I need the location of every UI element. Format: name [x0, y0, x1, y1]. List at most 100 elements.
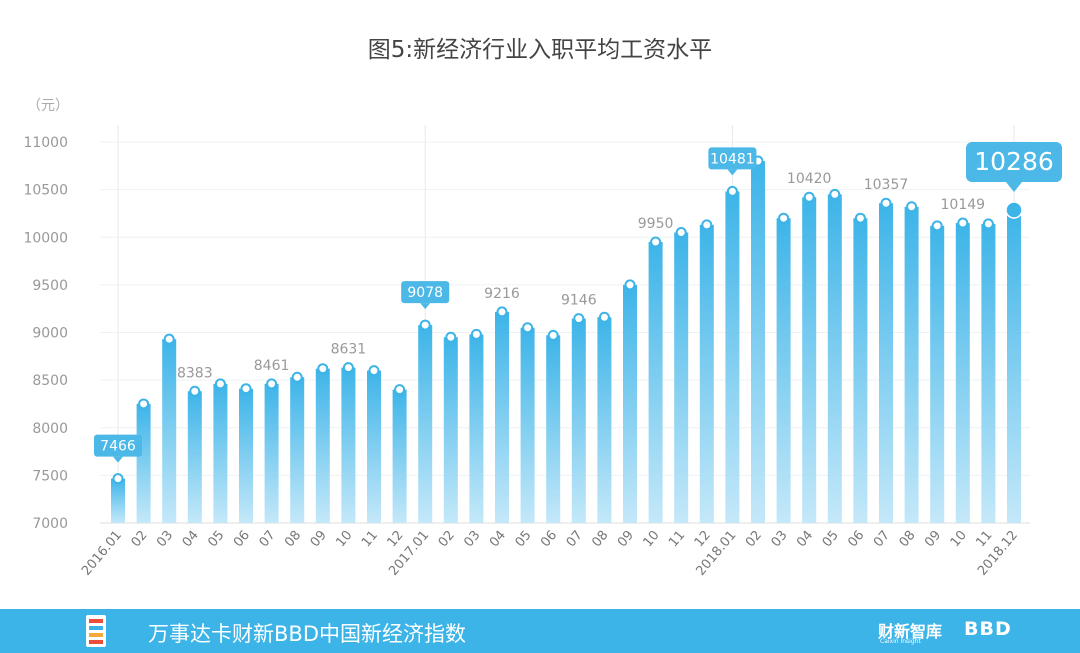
- bar-chart: （元）7000750080008500900095001000010500110…: [23, 98, 1062, 579]
- bar: [264, 383, 279, 523]
- data-label: 9146: [561, 293, 597, 309]
- x-tick-label: 03: [461, 528, 483, 550]
- bar-marker: [650, 236, 662, 248]
- bar: [111, 478, 125, 523]
- bar: [367, 370, 381, 523]
- data-label: 10420: [787, 171, 832, 187]
- bar: [546, 335, 561, 523]
- bar-marker: [317, 363, 329, 375]
- x-tick-label: 09: [615, 528, 637, 550]
- caixin-insight-logo: 财新智库: [878, 622, 943, 641]
- y-tick-label: 10500: [23, 183, 68, 199]
- bar: [213, 383, 228, 523]
- callout-pointer: [1006, 182, 1022, 193]
- x-tick-label: 10: [641, 528, 663, 550]
- bar-marker: [368, 365, 380, 377]
- y-tick-label: 7000: [32, 516, 68, 532]
- bar: [674, 232, 689, 524]
- bar: [443, 337, 458, 523]
- bar: [648, 242, 663, 523]
- bar-marker: [573, 313, 585, 325]
- bar-marker: [445, 331, 457, 343]
- bar-marker: [112, 473, 124, 485]
- bar-marker: [138, 398, 150, 410]
- bar: [904, 206, 919, 523]
- x-tick-label: 04: [487, 528, 509, 550]
- chart-title: 图5:新经济行业入职平均工资水平: [367, 37, 713, 63]
- bar-marker: [803, 191, 815, 203]
- data-label: 9950: [638, 216, 674, 232]
- data-label-callout: 7466: [94, 434, 142, 463]
- bar: [571, 318, 586, 523]
- data-label: 10357: [864, 177, 909, 193]
- y-tick-label: 7500: [32, 468, 68, 484]
- bar: [853, 218, 868, 523]
- x-tick-label: 11: [359, 528, 381, 550]
- callout-box: [401, 281, 450, 304]
- bar-marker: [957, 217, 969, 229]
- bar: [290, 377, 305, 523]
- data-label-callout: 10481: [708, 147, 757, 176]
- x-tick-label: 04: [180, 528, 202, 550]
- data-label: 8383: [177, 365, 213, 381]
- x-tick-label: 09: [922, 528, 944, 550]
- data-label: 8631: [331, 342, 367, 358]
- bar: [930, 225, 945, 523]
- data-label: 10481: [710, 151, 755, 167]
- x-tick-label: 07: [871, 528, 893, 550]
- bar-marker: [342, 362, 354, 374]
- bar: [699, 224, 714, 523]
- data-label: 10286: [974, 147, 1054, 176]
- bar: [802, 197, 817, 523]
- x-tick-label: 03: [769, 528, 791, 550]
- bar-marker: [419, 319, 431, 331]
- y-tick-label: 9500: [32, 278, 68, 294]
- bar: [955, 223, 970, 524]
- callout-pointer: [420, 303, 431, 310]
- bar-marker: [726, 185, 738, 197]
- x-tick-label: 11: [973, 528, 995, 550]
- callout-box: [94, 434, 142, 457]
- x-tick-label: 08: [589, 528, 611, 550]
- x-tick-label: 06: [231, 528, 253, 550]
- x-tick-label: 06: [845, 528, 867, 550]
- bar-marker: [266, 378, 278, 390]
- x-tick-label: 05: [513, 528, 535, 550]
- x-tick-label: 09: [308, 528, 330, 550]
- x-tick-label: 07: [257, 528, 279, 550]
- x-tick-label: 04: [794, 528, 816, 550]
- bar: [751, 161, 765, 524]
- callout-box: [708, 147, 757, 170]
- bar: [776, 218, 791, 523]
- footer-brand-text: 万事达卡财新BBD中国新经济指数: [148, 622, 466, 646]
- bar: [1007, 210, 1021, 524]
- bar: [341, 367, 356, 523]
- x-tick-label: 2016.01: [79, 528, 125, 579]
- bar-marker: [829, 188, 841, 200]
- bar: [597, 317, 612, 523]
- x-tick-label: 02: [129, 528, 151, 550]
- y-tick-label: 10000: [23, 230, 68, 246]
- bar-marker: [854, 212, 866, 224]
- footer-bar: 万事达卡财新BBD中国新经济指数 财新智库 Caixin Insight BBD: [0, 609, 1080, 653]
- bar: [827, 194, 842, 523]
- x-tick-label: 02: [436, 528, 458, 550]
- data-label: 9216: [484, 286, 520, 302]
- bar-marker: [189, 385, 201, 397]
- x-tick-label: 03: [154, 528, 176, 550]
- data-label: 10149: [941, 197, 986, 213]
- bar: [520, 327, 535, 523]
- y-unit-label: （元）: [27, 98, 69, 114]
- bar: [187, 391, 202, 523]
- y-tick-label: 11000: [23, 135, 68, 151]
- x-tick-label: 05: [820, 528, 842, 550]
- bar-marker: [470, 328, 482, 340]
- x-tick-label: 08: [897, 528, 919, 550]
- bar: [879, 203, 893, 524]
- x-tick-label: 12: [692, 528, 714, 550]
- x-tick-label: 10: [948, 528, 970, 550]
- x-tick-label: 02: [743, 528, 765, 550]
- bar: [725, 191, 740, 523]
- data-label: 7466: [100, 439, 136, 455]
- x-tick-label: 07: [564, 528, 586, 550]
